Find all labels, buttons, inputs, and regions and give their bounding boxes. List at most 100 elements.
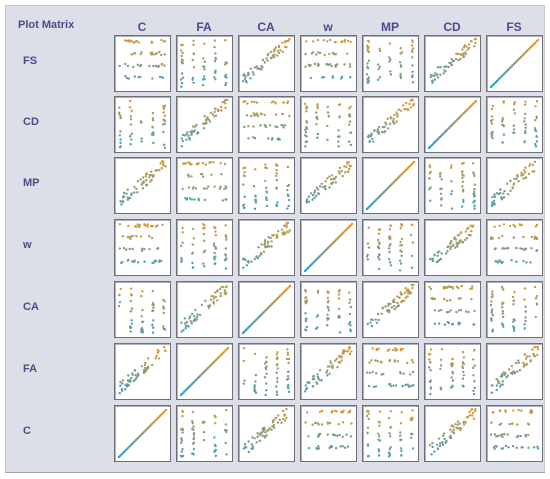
scatter-cell-fa-vs-ca[interactable] (238, 343, 295, 400)
data-point (156, 351, 160, 354)
data-point (199, 173, 203, 176)
scatter-cell-w-vs-fs[interactable] (486, 219, 543, 276)
data-point (520, 173, 523, 176)
data-point (191, 422, 194, 425)
data-point (224, 39, 227, 42)
scatter-cell-ca-vs-cd[interactable] (424, 281, 481, 338)
data-point (194, 187, 198, 190)
scatter-cell-ca-vs-mp[interactable] (362, 281, 419, 338)
data-point (462, 198, 465, 202)
data-point (265, 389, 268, 392)
data-point (252, 185, 256, 188)
data-point (163, 119, 167, 122)
data-point (162, 111, 165, 114)
scatter-cell-cd-vs-mp[interactable] (362, 96, 419, 153)
data-point (456, 234, 459, 237)
scatter-cell-c-vs-fs[interactable] (486, 405, 543, 462)
scatter-cell-c-vs-w[interactable] (300, 405, 357, 462)
scatter-cell-mp-vs-mp[interactable] (362, 157, 419, 214)
scatter-cell-cd-vs-c[interactable] (114, 96, 171, 153)
scatter-cell-c-vs-ca[interactable] (238, 405, 295, 462)
data-point (214, 78, 217, 81)
scatter-cell-fa-vs-cd[interactable] (424, 343, 481, 400)
data-point (403, 291, 407, 295)
data-point (430, 73, 433, 77)
data-point (454, 58, 458, 61)
data-point (213, 45, 216, 49)
data-point (378, 47, 381, 50)
scatter-cell-fs-vs-w[interactable] (300, 35, 357, 92)
data-point (399, 244, 402, 247)
scatter-cell-ca-vs-c[interactable] (114, 281, 171, 338)
scatter-cell-fs-vs-ca[interactable] (238, 35, 295, 92)
data-point (371, 347, 374, 350)
scatter-cell-ca-vs-fs[interactable] (486, 281, 543, 338)
data-point (494, 260, 497, 263)
data-point (151, 309, 154, 313)
data-point (496, 379, 500, 382)
data-point (337, 314, 341, 317)
data-point (473, 174, 476, 178)
scatter-cell-fs-vs-mp[interactable] (362, 35, 419, 92)
scatter-cell-w-vs-c[interactable] (114, 219, 171, 276)
scatter-cell-cd-vs-fa[interactable] (176, 96, 233, 153)
data-point (392, 348, 395, 352)
scatter-cell-c-vs-cd[interactable] (424, 405, 481, 462)
scatter-cell-cd-vs-ca[interactable] (238, 96, 295, 153)
scatter-cell-cd-vs-cd[interactable] (424, 96, 481, 153)
scatter-cell-mp-vs-w[interactable] (300, 157, 357, 214)
scatter-cell-cd-vs-fs[interactable] (486, 96, 543, 153)
data-point (510, 259, 513, 262)
data-point (470, 408, 473, 412)
scatter-cell-fs-vs-fa[interactable] (176, 35, 233, 92)
scatter-cell-fa-vs-mp[interactable] (362, 343, 419, 400)
data-point (372, 140, 375, 143)
scatter-cell-fa-vs-fa[interactable] (176, 343, 233, 400)
scatter-cell-fa-vs-w[interactable] (300, 343, 357, 400)
scatter-cell-mp-vs-cd[interactable] (424, 157, 481, 214)
data-point (306, 411, 309, 414)
scatter-cell-c-vs-fa[interactable] (176, 405, 233, 462)
data-point (409, 233, 413, 237)
scatter-cell-mp-vs-ca[interactable] (238, 157, 295, 214)
data-point (459, 239, 462, 242)
data-point (213, 251, 216, 255)
scatter-cell-ca-vs-ca[interactable] (238, 281, 295, 338)
scatter-cell-fs-vs-cd[interactable] (424, 35, 481, 92)
data-point (437, 309, 441, 312)
scatter-cell-w-vs-ca[interactable] (238, 219, 295, 276)
data-point (376, 312, 380, 316)
scatter-cell-w-vs-fa[interactable] (176, 219, 233, 276)
data-point (120, 387, 124, 391)
data-point (196, 162, 200, 166)
scatter-cell-fa-vs-fs[interactable] (486, 343, 543, 400)
scatter-cell-ca-vs-w[interactable] (300, 281, 357, 338)
scatter-cell-w-vs-cd[interactable] (424, 219, 481, 276)
data-point (374, 359, 377, 362)
data-point (316, 38, 319, 42)
scatter-cell-mp-vs-fs[interactable] (486, 157, 543, 214)
scatter-cell-ca-vs-fa[interactable] (176, 281, 233, 338)
scatter-cell-mp-vs-c[interactable] (114, 157, 171, 214)
data-point (500, 286, 504, 289)
scatter-cell-fs-vs-c[interactable] (114, 35, 171, 92)
scatter-cell-w-vs-mp[interactable] (362, 219, 419, 276)
scatter-cell-c-vs-mp[interactable] (362, 405, 419, 462)
row-label-fs: FS (23, 55, 38, 67)
scatter-cell-w-vs-w[interactable] (300, 219, 357, 276)
scatter-cell-fs-vs-fs[interactable] (486, 35, 543, 92)
data-point (410, 432, 413, 436)
scatter-cell-c-vs-c[interactable] (114, 405, 171, 462)
scatter-cell-fa-vs-c[interactable] (114, 343, 171, 400)
data-point (213, 443, 216, 447)
data-point (305, 110, 308, 113)
data-point (533, 345, 536, 349)
data-point (327, 63, 330, 66)
scatter-plot-svg (179, 408, 228, 458)
data-point (225, 61, 229, 65)
data-point (490, 237, 493, 241)
scatter-cell-cd-vs-w[interactable] (300, 96, 357, 153)
data-point (500, 422, 503, 425)
data-point (378, 258, 381, 261)
scatter-cell-mp-vs-fa[interactable] (176, 157, 233, 214)
